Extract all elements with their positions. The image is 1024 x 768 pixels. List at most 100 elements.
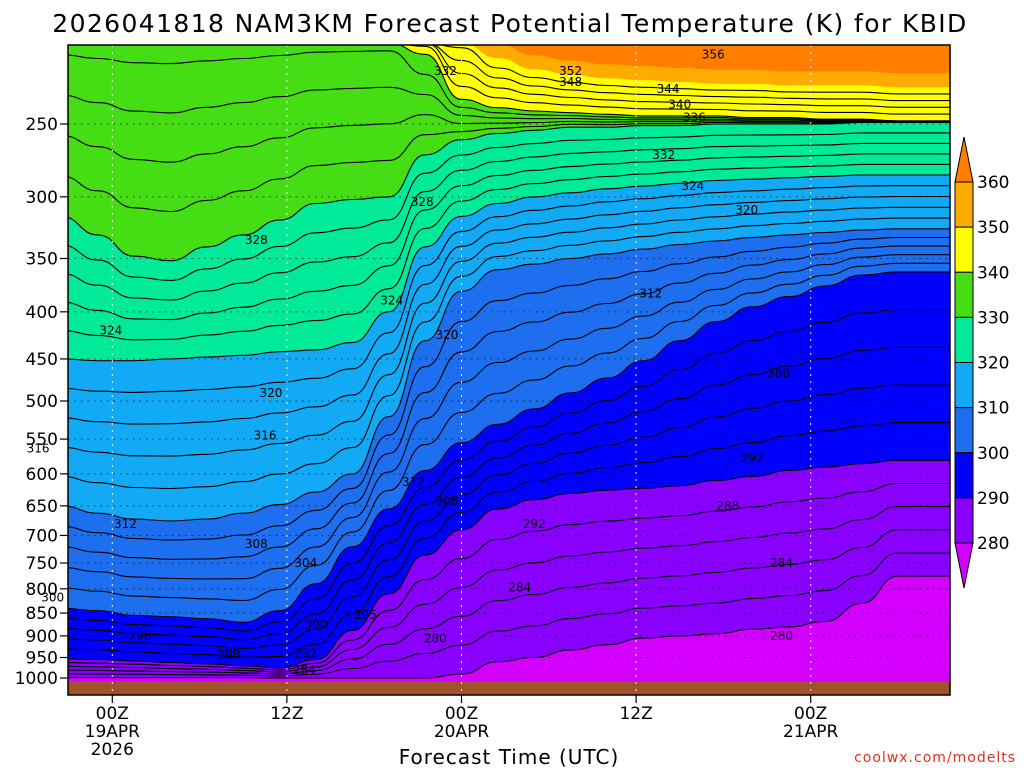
contour-label: 344 xyxy=(657,82,680,96)
isentrope-line xyxy=(68,121,950,213)
colorbar-bin xyxy=(954,181,974,228)
contour-label: 284 xyxy=(508,580,531,594)
contour-label: 324 xyxy=(380,294,403,308)
isentrope-line xyxy=(68,529,950,675)
y-tick-label: 300 xyxy=(26,188,58,208)
isentrope-line xyxy=(68,174,950,362)
contour-label: 340 xyxy=(668,97,691,111)
y-tick-label: 700 xyxy=(26,526,58,546)
isentrope-line xyxy=(68,195,950,425)
isentrope-line xyxy=(68,217,950,490)
isentrope-line xyxy=(398,45,950,122)
contour-label: 320 xyxy=(435,328,458,342)
isentrope-line xyxy=(68,163,950,341)
isentrope-line xyxy=(68,236,950,541)
contour-label: 300 xyxy=(305,618,328,632)
y-tick-label: 800 xyxy=(26,580,58,600)
isentrope-line xyxy=(405,45,950,115)
isentrope-line xyxy=(68,271,950,623)
contour-label: 324 xyxy=(99,323,122,337)
isentrope-line xyxy=(68,185,950,393)
contour-label: 328 xyxy=(411,195,434,209)
contour-label: 295 xyxy=(354,608,377,622)
contour-label: 312 xyxy=(114,517,137,531)
contour-label: 284 xyxy=(770,556,793,570)
contour-label: 280 xyxy=(424,632,447,646)
chart-title: 2026041818 NAM3KM Forecast Potential Tem… xyxy=(52,9,967,38)
isentrope-line xyxy=(68,506,950,673)
contour-label: 348 xyxy=(559,75,582,89)
colorbar-over-arrow xyxy=(954,136,974,183)
y-axis: 250 300 350 400 450 500 550 600 650 700 750 800 850 9… xyxy=(15,115,68,689)
colorbar-tick-label: 280 xyxy=(977,534,1009,554)
y-tick-label: 750 xyxy=(26,554,58,574)
contour-label: 288 xyxy=(217,648,240,662)
isentrope-line xyxy=(68,262,950,602)
contour-label: 336 xyxy=(683,111,706,125)
y-tick-label: 900 xyxy=(26,627,58,647)
colorbar: 360 350 340 330 320 310 300 290 280 xyxy=(954,136,1009,589)
contour-label: 292 xyxy=(741,451,764,465)
y-tick-label: 600 xyxy=(26,465,58,485)
colorbar-tick-label: 350 xyxy=(977,218,1009,238)
isentrope-line xyxy=(68,132,950,281)
isentrope-line xyxy=(68,422,950,658)
y-tick-label: 250 xyxy=(26,115,58,135)
isentrope-line xyxy=(68,459,950,669)
isentrope-line xyxy=(68,206,950,457)
isentrope-line xyxy=(68,254,950,580)
contour-label: 312 xyxy=(402,475,425,489)
contour-label: 288 xyxy=(716,499,739,513)
band-over-360-K xyxy=(505,45,950,74)
colorbar-bin xyxy=(954,316,974,363)
contour-label: 352 xyxy=(559,64,582,78)
y-tick-label: 450 xyxy=(26,350,58,370)
x-tick-label: 21APR xyxy=(783,722,839,742)
y-tick-label: 500 xyxy=(26,392,58,412)
x-tick-label: 00Z xyxy=(794,704,827,724)
contour-label: 316 xyxy=(254,428,277,442)
isentrope-line xyxy=(68,228,950,522)
ground-surface xyxy=(68,681,950,695)
isentrope-line xyxy=(68,552,950,677)
isentrope-line xyxy=(68,121,950,262)
contour-label: 300 xyxy=(41,591,64,605)
x-axis-label: Forecast Time (UTC) xyxy=(399,745,620,768)
colorbar-bin xyxy=(954,452,974,499)
isentrope-line xyxy=(68,346,950,641)
contour-label: 312 xyxy=(639,286,662,300)
isentrope-line xyxy=(68,245,950,560)
contour-label: 292 xyxy=(294,646,317,660)
contour-label: 328 xyxy=(245,233,268,247)
contour-label: 292 xyxy=(523,517,546,531)
contour-label: 332 xyxy=(434,64,457,78)
colorbar-bin xyxy=(954,407,974,454)
x-tick-label: 12Z xyxy=(270,704,303,724)
contour-label: 284 xyxy=(293,663,316,677)
y-tick-label: 1000 xyxy=(15,669,58,689)
x-tick-label: 12Z xyxy=(619,704,652,724)
isentrope-line xyxy=(68,309,950,632)
colorbar-tick-label: 300 xyxy=(977,444,1009,464)
colorbar-bin xyxy=(954,271,974,318)
y-tick-label: 400 xyxy=(26,303,58,323)
watermark-text: coolwx.com/modelts xyxy=(854,750,1016,766)
isentrope-line xyxy=(68,142,950,301)
contour-label: 320 xyxy=(735,203,758,217)
y-tick-label: 350 xyxy=(26,249,58,269)
plot-frame xyxy=(67,44,951,696)
contour-label: 300 xyxy=(767,367,790,381)
isentrope-line xyxy=(68,575,950,679)
colorbar-tick-label: 320 xyxy=(977,354,1009,374)
contour-fill-bands xyxy=(68,45,950,678)
contour-label: 332 xyxy=(652,148,675,162)
contour-label: 308 xyxy=(435,494,458,508)
x-tick-label: 2026 xyxy=(91,740,134,760)
y-tick-label: 950 xyxy=(26,649,58,669)
contour-label: 320 xyxy=(259,386,282,400)
y-tick-label: 650 xyxy=(26,497,58,517)
colorbar-bin xyxy=(954,497,974,544)
